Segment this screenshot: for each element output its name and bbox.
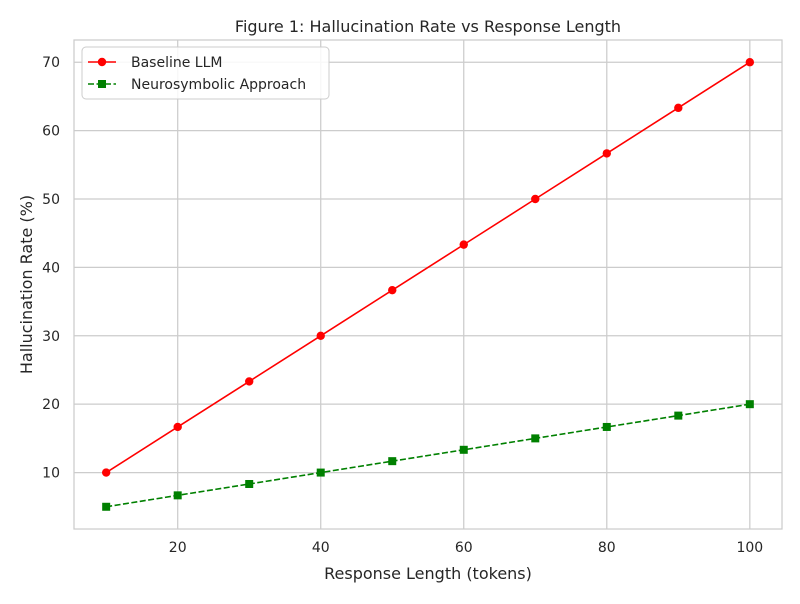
grid-lines: [74, 40, 782, 529]
x-tick-label: 40: [312, 540, 330, 556]
data-point-neurosymbolic: [745, 400, 754, 409]
data-point-neurosymbolic: [102, 502, 111, 511]
data-point-baseline: [316, 331, 325, 340]
series-line-baseline: [105, 61, 751, 474]
data-point-neurosymbolic: [602, 422, 611, 431]
data-point-baseline: [173, 422, 182, 432]
legend-marker-neurosymbolic: [98, 80, 106, 88]
legend: Baseline LLM Neurosymbolic Approach: [81, 46, 330, 100]
y-tick-label: 50: [42, 192, 60, 208]
data-point-baseline: [531, 194, 540, 204]
plot-background: [74, 40, 782, 529]
tick-labels: 20 40 60 80 100 10 20 30 40 50 60 70: [42, 55, 763, 556]
data-point-baseline: [101, 468, 111, 477]
data-point-neurosymbolic: [674, 411, 683, 420]
y-tick-label: 10: [42, 466, 60, 482]
y-tick-label: 40: [42, 260, 60, 276]
y-axis-title: Hallucination Rate (%): [17, 195, 36, 374]
x-tick-label: 20: [169, 540, 187, 556]
data-point-neurosymbolic: [245, 479, 254, 488]
legend-box: [81, 46, 330, 100]
data-point-baseline: [459, 240, 468, 249]
y-tick-label: 20: [42, 397, 60, 413]
data-point-neurosymbolic: [173, 491, 182, 500]
series-line-neurosymbolic: [106, 403, 750, 508]
data-point-baseline: [245, 377, 254, 386]
x-axis-title: Response Length (tokens): [324, 564, 532, 583]
plot-frame: [73, 39, 783, 530]
series-lines: [101, 58, 755, 511]
y-tick-label: 60: [42, 124, 60, 140]
data-point-baseline: [388, 285, 397, 295]
y-tick-label: 70: [42, 55, 60, 71]
x-tick-label: 100: [736, 540, 763, 556]
legend-label-baseline: Baseline LLM: [131, 55, 223, 71]
data-point-neurosymbolic: [316, 468, 325, 477]
x-tick-label: 80: [598, 540, 616, 556]
data-point-baseline: [745, 58, 755, 67]
data-point-neurosymbolic: [388, 457, 397, 466]
y-tick-label: 30: [42, 329, 60, 345]
data-point-baseline: [602, 149, 611, 158]
chart-title: Figure 1: Hallucination Rate vs Response…: [235, 17, 621, 36]
x-tick-label: 60: [455, 540, 473, 556]
legend-marker-baseline: [97, 57, 107, 67]
data-point-neurosymbolic: [531, 434, 540, 443]
legend-label-neurosymbolic: Neurosymbolic Approach: [131, 77, 306, 93]
data-point-baseline: [674, 103, 683, 113]
data-point-neurosymbolic: [459, 445, 468, 454]
